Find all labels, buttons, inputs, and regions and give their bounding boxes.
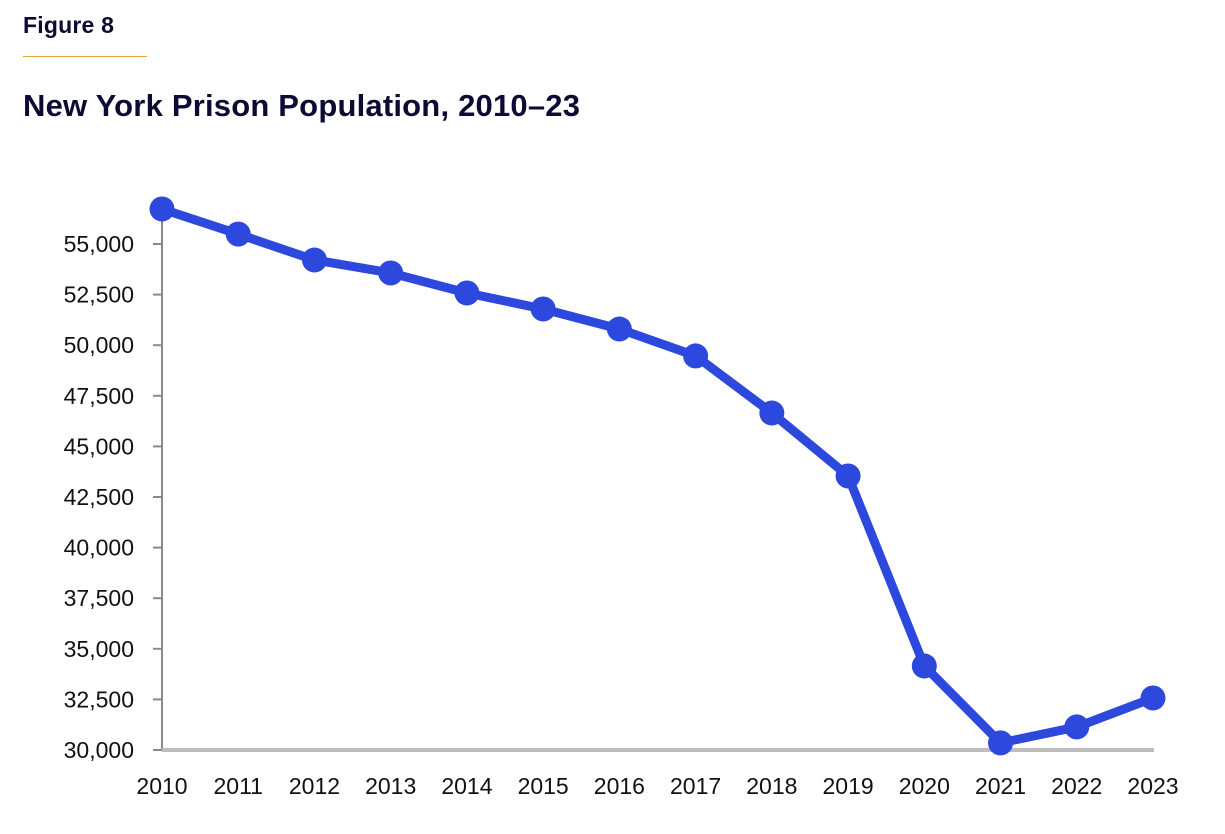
data-point-2021 xyxy=(988,730,1014,756)
chart-title: New York Prison Population, 2010–23 xyxy=(23,88,581,123)
x-tick-label: 2022 xyxy=(1051,773,1102,799)
y-tick-label: 45,000 xyxy=(64,433,134,459)
x-tick-label: 2017 xyxy=(670,773,721,799)
y-axis: 30,000 32,500 35,000 37,500 40,000 42,500 45,0… xyxy=(64,208,163,763)
data-point-2012 xyxy=(301,247,327,273)
x-tick-label: 2015 xyxy=(518,773,569,799)
series-line xyxy=(157,204,1158,748)
data-point-2013 xyxy=(378,260,404,286)
x-tick-label: 2011 xyxy=(213,773,262,799)
y-tick-label: 50,000 xyxy=(64,332,134,358)
x-tick-label: 2013 xyxy=(365,773,416,799)
x-tick-label: 2014 xyxy=(441,773,492,799)
data-point-2016 xyxy=(606,316,632,342)
x-tick-label: 2018 xyxy=(746,773,797,799)
x-tick-label: 2016 xyxy=(594,773,645,799)
x-tick-label: 2012 xyxy=(289,773,340,799)
data-point-2015 xyxy=(530,296,556,322)
x-tick-label: 2019 xyxy=(822,773,873,799)
x-axis: 2010 2011 2012 2013 2014 2015 2016 2017 2018 2019… xyxy=(136,748,1179,799)
data-point-2011 xyxy=(225,221,251,247)
y-tick-label: 30,000 xyxy=(64,737,134,763)
x-tick-label: 2010 xyxy=(136,773,187,799)
data-point-2014 xyxy=(454,280,480,306)
x-tick-label: 2020 xyxy=(899,773,950,799)
data-point-2020 xyxy=(911,653,937,679)
y-tick-label: 55,000 xyxy=(64,231,134,257)
x-tick-label: 2021 xyxy=(975,773,1026,799)
y-tick-label: 42,500 xyxy=(64,484,134,510)
y-tick-label: 40,000 xyxy=(64,535,134,561)
data-point-2010 xyxy=(149,196,175,222)
figure-label-underline xyxy=(23,56,147,57)
y-tick-label: 35,000 xyxy=(64,636,134,662)
series-prison-population xyxy=(149,196,1166,756)
data-point-2023 xyxy=(1140,685,1166,711)
x-tick-label: 2023 xyxy=(1127,773,1178,799)
data-point-2019 xyxy=(835,463,861,489)
data-point-2017 xyxy=(683,343,709,369)
y-tick-label: 52,500 xyxy=(64,282,134,308)
y-tick-label: 32,500 xyxy=(64,686,134,712)
data-point-2018 xyxy=(759,400,785,426)
y-tick-label: 37,500 xyxy=(64,585,134,611)
figure-label: Figure 8 xyxy=(23,12,115,38)
data-point-2022 xyxy=(1064,714,1090,740)
y-tick-label: 47,500 xyxy=(64,383,134,409)
